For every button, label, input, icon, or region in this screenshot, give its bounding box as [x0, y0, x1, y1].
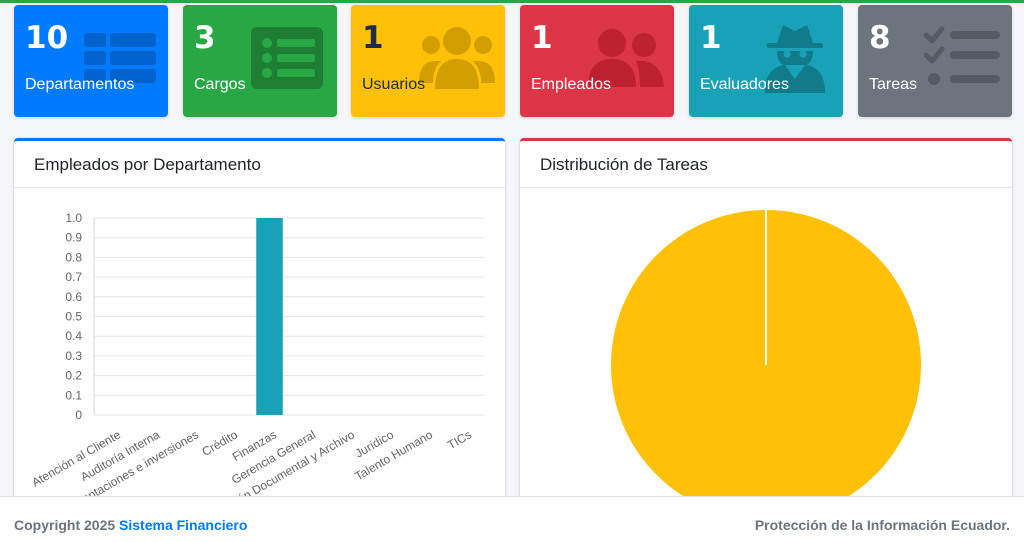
y-tick-label: 0.8 — [65, 250, 82, 264]
y-tick-label: 0.4 — [65, 329, 82, 343]
stat-value: 1 — [700, 20, 722, 56]
card-title: Distribución de Tareas — [520, 141, 1012, 188]
stat-value: 1 — [531, 20, 553, 56]
employees-by-department-card: Empleados por Departamento 0 0.1 0.2 0.3 0.4… — [14, 138, 505, 538]
stat-label: Evaluadores — [700, 76, 789, 93]
stat-label: Cargos — [194, 76, 246, 93]
y-tick-label: 0.1 — [65, 388, 82, 402]
user-secret-icon — [765, 25, 825, 93]
stat-label: Usuarios — [362, 76, 426, 93]
x-tick-label: TICs — [445, 427, 474, 452]
stat-label: Empleados — [531, 76, 612, 93]
stat-value: 8 — [869, 20, 891, 56]
tasks-icon — [924, 26, 1000, 85]
stat-box-empleados[interactable]: 1 Empleados — [520, 5, 674, 117]
stat-box-cargos[interactable]: 3 Cargos — [183, 5, 337, 117]
y-tick-label: 1.0 — [65, 211, 82, 225]
stat-value: 1 — [362, 20, 384, 56]
stat-label: Tareas — [869, 76, 918, 93]
card-title: Empleados por Departamento — [14, 141, 505, 188]
footer-copyright: Copyright 2025 Sistema Financiero — [14, 517, 247, 533]
stat-box-departamentos[interactable]: 10 Departamentos — [14, 5, 168, 117]
table-icon — [84, 33, 156, 83]
stat-value: 10 — [25, 20, 69, 56]
y-tick-label: 0.6 — [65, 290, 82, 304]
bar-chart: 00.10.20.30.40.50.60.70.80.91.0Atención … — [29, 211, 484, 520]
y-tick-label: 0.9 — [65, 231, 82, 245]
top-accent-line — [0, 0, 1024, 3]
user-friends-icon — [588, 29, 664, 87]
y-tick-label: 0.3 — [65, 349, 82, 363]
y-tick-label: 0.5 — [65, 310, 82, 324]
stat-box-tareas[interactable]: 8 Tareas — [858, 5, 1012, 117]
footer-right-text: Protección de la Información Ecuador. — [754, 517, 1010, 533]
y-tick-label: 0 — [75, 408, 82, 422]
list-icon — [251, 27, 323, 89]
y-tick-label: 0.7 — [65, 270, 82, 284]
bar[interactable] — [256, 218, 283, 415]
users-icon — [419, 27, 495, 89]
stat-box-usuarios[interactable]: 1 Usuarios — [351, 5, 505, 117]
brand-link[interactable]: Sistema Financiero — [119, 517, 248, 533]
pie-chart — [611, 210, 921, 520]
stat-label: Departamentos — [25, 76, 135, 93]
copyright-text: Copyright 2025 — [14, 517, 120, 533]
stat-value: 3 — [194, 20, 216, 56]
y-tick-label: 0.2 — [65, 369, 82, 383]
footer: Copyright 2025 Sistema Financiero Protec… — [0, 496, 1024, 542]
stat-box-evaluadores[interactable]: 1 Evaluadores — [689, 5, 843, 117]
task-distribution-card: Distribución de Tareas — [520, 138, 1012, 538]
